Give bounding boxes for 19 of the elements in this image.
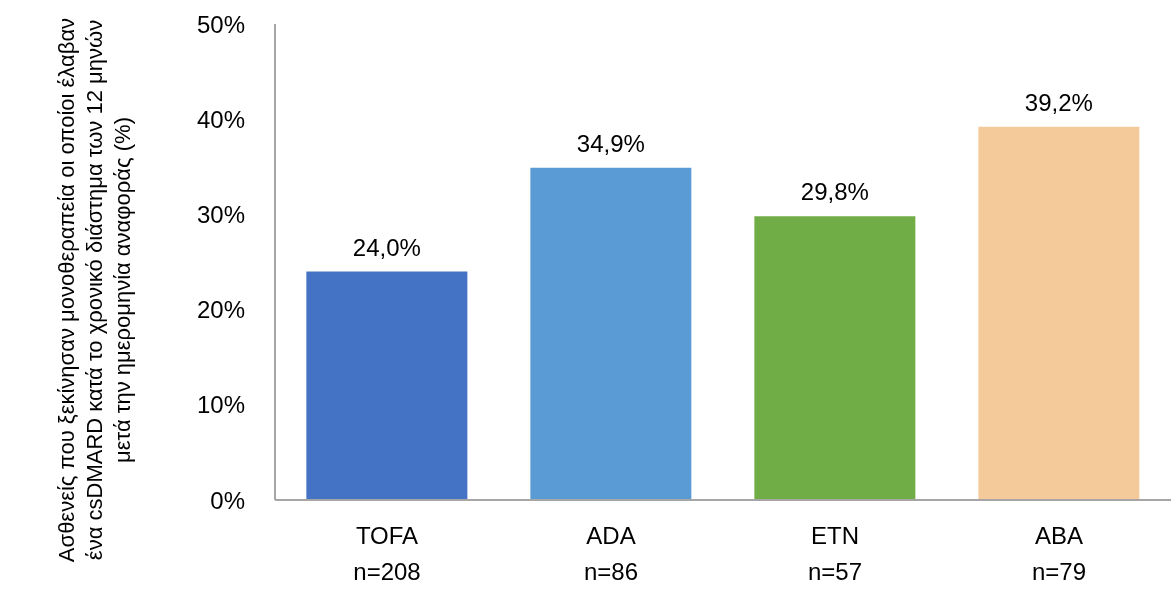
y-tick-label: 10% — [196, 391, 245, 419]
y-tick-label: 30% — [196, 200, 245, 228]
x-tick-label: ETN n=57 — [807, 522, 863, 585]
data-label: 24,0% — [352, 233, 421, 261]
bar — [978, 126, 1140, 500]
x-tick-label: ADA n=86 — [583, 522, 639, 585]
bar — [754, 216, 916, 500]
data-label: 34,9% — [576, 129, 645, 157]
bar — [306, 271, 468, 500]
data-label: 29,8% — [800, 178, 869, 206]
y-tick-label: 40% — [196, 105, 245, 133]
y-axis-title: Ασθενείς που ξεκίνησαν μονοθεραπεία οι οποίοι έλαβαν ένα csDMARD κατά το χρονικό διάστημα των 12 μηνών μετά την ημερομηνία αναφοράς (%) — [53, 16, 136, 565]
data-label: 39,2% — [1024, 88, 1093, 116]
x-tick-label: TOFA n=208 — [353, 522, 421, 585]
x-tick-label: ABA n=79 — [1031, 522, 1087, 585]
bar — [530, 167, 692, 500]
y-tick-label: 20% — [196, 296, 245, 324]
y-tick-label: 50% — [196, 10, 245, 38]
y-tick-label: 0% — [210, 486, 245, 514]
